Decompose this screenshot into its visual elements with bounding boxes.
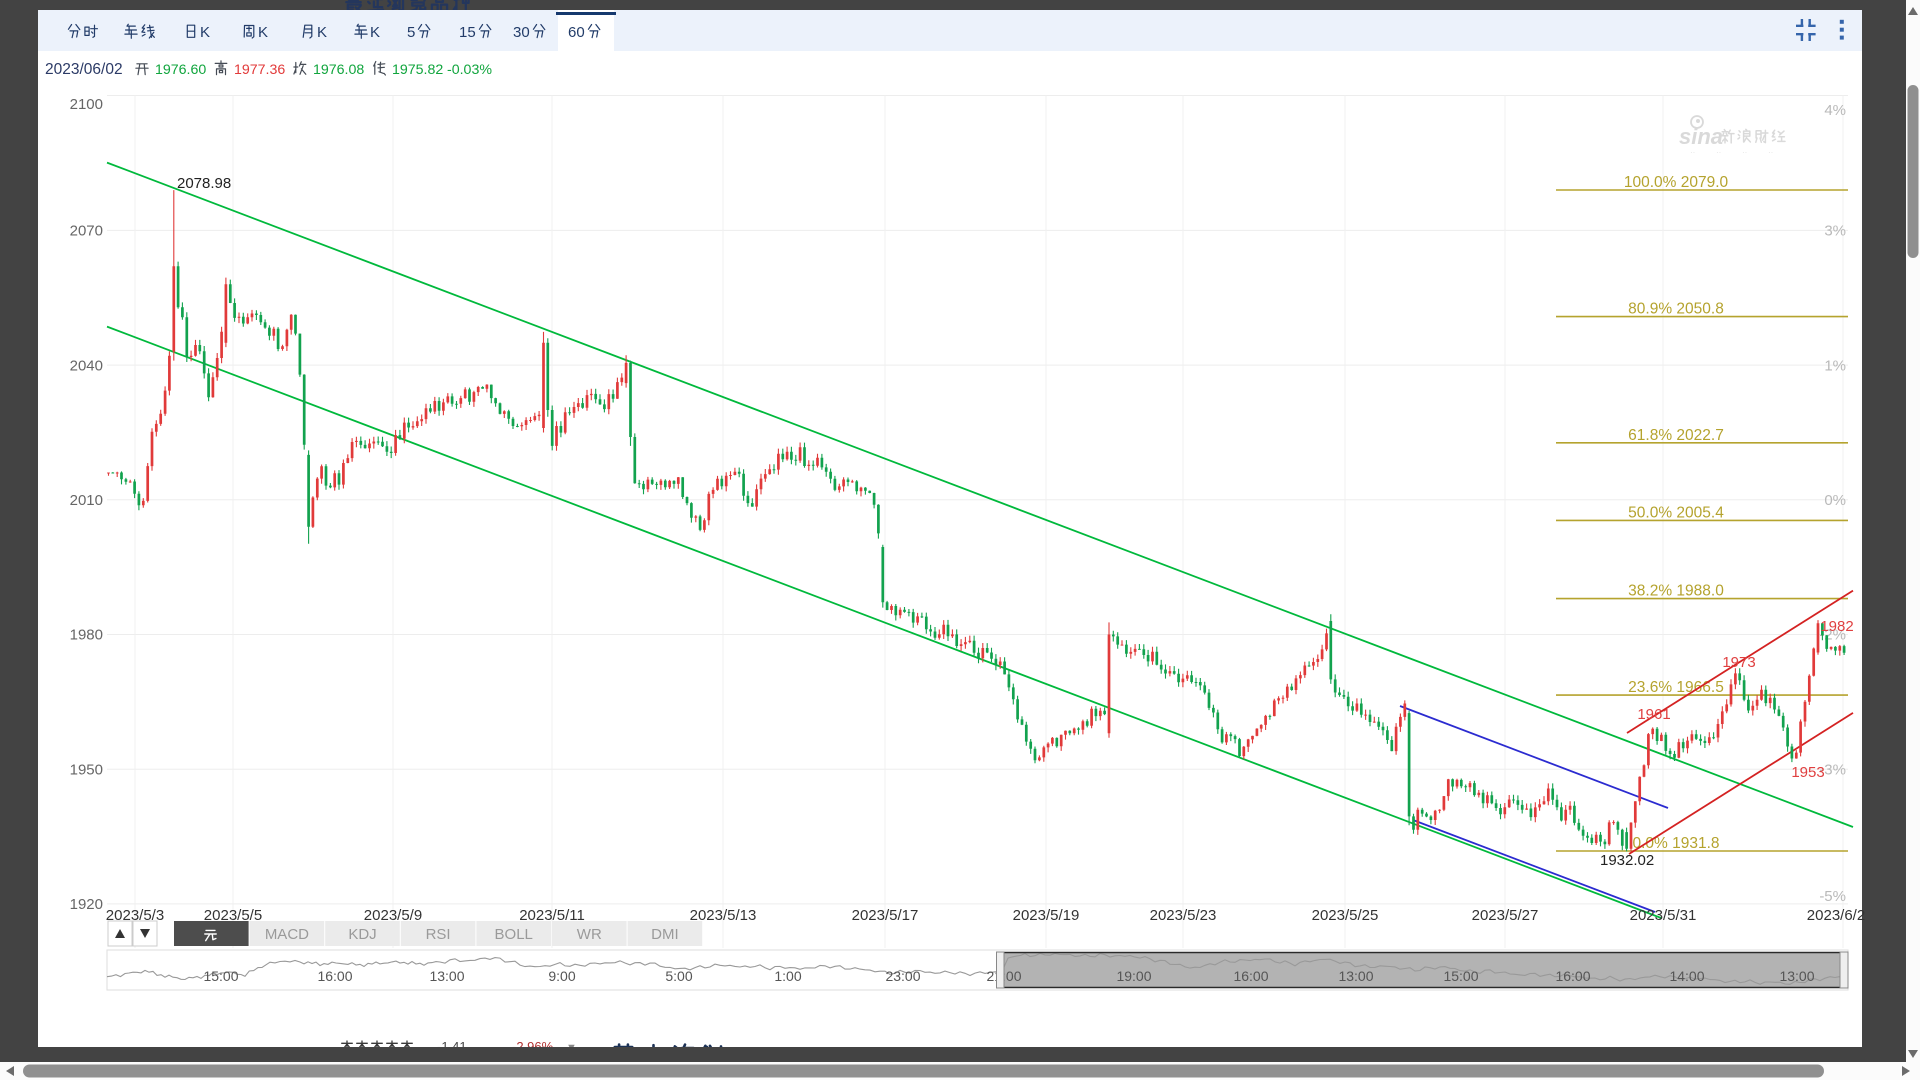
svg-text:1950: 1950 [70, 761, 103, 778]
svg-text:2023/5/11: 2023/5/11 [519, 907, 585, 924]
svg-text:1973: 1973 [1722, 654, 1755, 671]
svg-text:80.9% 2050.8: 80.9% 2050.8 [1628, 301, 1724, 318]
svg-text:1961: 1961 [1637, 706, 1670, 723]
svg-text:15: 15 [459, 24, 476, 41]
svg-text:13:00: 13:00 [1779, 968, 1814, 984]
svg-text:2023/5/19: 2023/5/19 [1013, 907, 1080, 924]
svg-text:100.0% 2079.0: 100.0% 2079.0 [1624, 174, 1729, 191]
svg-text:5: 5 [407, 24, 415, 41]
svg-text:16:00: 16:00 [317, 968, 352, 984]
svg-text:2023/5/23: 2023/5/23 [1150, 907, 1217, 924]
svg-text:1:00: 1:00 [774, 968, 801, 984]
svg-text:2023/06/02: 2023/06/02 [45, 61, 123, 78]
svg-text:2010: 2010 [70, 492, 103, 509]
svg-text:1976.08: 1976.08 [313, 62, 364, 78]
svg-text:61.8% 2022.7: 61.8% 2022.7 [1628, 427, 1724, 444]
svg-text:38.2% 1988.0: 38.2% 1988.0 [1628, 583, 1724, 600]
svg-text:1975.82: 1975.82 [392, 62, 443, 78]
svg-text:··: ·· [1690, 148, 1695, 157]
svg-text:2023/5/25: 2023/5/25 [1312, 907, 1379, 924]
svg-text:16:00: 16:00 [1233, 968, 1268, 984]
svg-text:14:00: 14:00 [1669, 968, 1704, 984]
svg-text:23:00: 23:00 [885, 968, 920, 984]
svg-text:2023/5/3: 2023/5/3 [106, 907, 164, 924]
svg-text:3%: 3% [1824, 223, 1846, 240]
svg-text:K: K [370, 24, 380, 41]
svg-text:1%: 1% [1824, 357, 1846, 374]
svg-text:0.0% 1931.8: 0.0% 1931.8 [1632, 835, 1719, 852]
svg-text:2040: 2040 [70, 357, 103, 374]
svg-text:-2.96%: -2.96% [512, 1039, 554, 1054]
svg-text:1980: 1980 [70, 627, 103, 644]
svg-text:K: K [258, 24, 268, 41]
svg-text:BOLL: BOLL [495, 926, 533, 943]
svg-text:2023/5/5: 2023/5/5 [204, 907, 262, 924]
svg-text:1953: 1953 [1791, 764, 1824, 781]
svg-text:0%: 0% [1824, 492, 1846, 509]
svg-text:-5%: -5% [1819, 888, 1846, 905]
svg-text:-3%: -3% [1819, 761, 1846, 778]
svg-text:-1.41: -1.41 [437, 1039, 467, 1054]
svg-text:4%: 4% [1824, 102, 1846, 119]
svg-text:1920: 1920 [70, 896, 103, 913]
svg-text:2100: 2100 [70, 96, 103, 113]
svg-text:13:00: 13:00 [429, 968, 464, 984]
svg-text:MACD: MACD [265, 926, 309, 943]
svg-text:2023/5/31: 2023/5/31 [1630, 907, 1697, 924]
svg-text:13:00: 13:00 [1338, 968, 1373, 984]
svg-text:5:00: 5:00 [665, 968, 692, 984]
svg-text:9:00: 9:00 [548, 968, 575, 984]
svg-text:23.6% 1966.5: 23.6% 1966.5 [1628, 679, 1724, 696]
svg-text:··: ·· [1742, 148, 1747, 157]
svg-text:sina: sina [1679, 124, 1723, 149]
svg-text:··: ·· [1768, 148, 1773, 157]
svg-text:▼: ▼ [566, 1042, 577, 1054]
svg-text:RSI: RSI [426, 926, 451, 943]
svg-text:-0.03%: -0.03% [447, 62, 492, 78]
svg-text:15:00: 15:00 [1443, 968, 1478, 984]
svg-text:2023/5/9: 2023/5/9 [364, 907, 422, 924]
svg-text:2023/5/27: 2023/5/27 [1472, 907, 1539, 924]
svg-text:16:00: 16:00 [1555, 968, 1590, 984]
svg-text:2023/5/17: 2023/5/17 [852, 907, 919, 924]
svg-text:2023/6/2: 2023/6/2 [1807, 907, 1865, 924]
svg-text:2070: 2070 [70, 223, 103, 240]
svg-text:K: K [317, 24, 327, 41]
svg-text:KDJ: KDJ [348, 926, 376, 943]
svg-text:··: ·· [1716, 148, 1721, 157]
svg-text:19:00: 19:00 [1116, 968, 1151, 984]
svg-text:60: 60 [568, 24, 585, 41]
svg-text:50.0% 2005.4: 50.0% 2005.4 [1628, 504, 1724, 521]
svg-text:K: K [200, 24, 210, 41]
svg-text:WR: WR [577, 926, 602, 943]
svg-text:1982: 1982 [1820, 618, 1853, 635]
svg-text:2078.98: 2078.98 [177, 175, 231, 192]
svg-text:15:00: 15:00 [203, 968, 238, 984]
svg-text:1976.60: 1976.60 [155, 62, 206, 78]
svg-text:1977.36: 1977.36 [234, 62, 285, 78]
svg-text:1932.02: 1932.02 [1600, 852, 1654, 869]
svg-text:2023/5/13: 2023/5/13 [690, 907, 757, 924]
svg-text:30: 30 [513, 24, 530, 41]
svg-text:DMI: DMI [651, 926, 679, 943]
